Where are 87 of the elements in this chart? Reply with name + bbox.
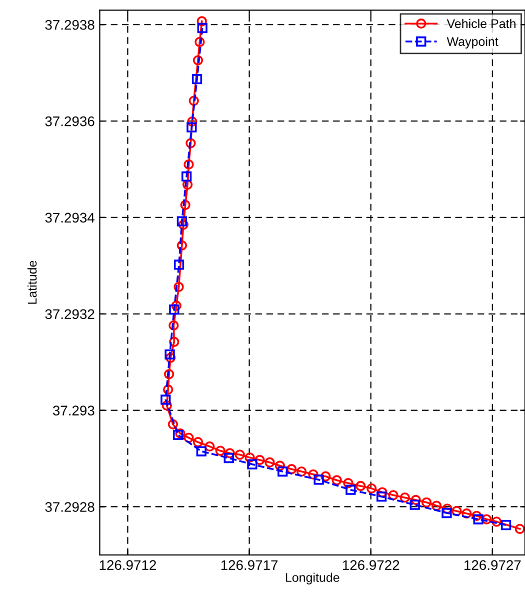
point (163, 384, 174, 395)
point (346, 484, 356, 495)
point (244, 452, 255, 463)
point (314, 474, 324, 485)
point (160, 394, 171, 405)
x-tick-label: 126.9717 (221, 560, 278, 570)
point (274, 460, 285, 471)
point (187, 116, 198, 127)
point (431, 500, 442, 511)
point (174, 260, 184, 270)
point (194, 36, 205, 48)
point (482, 514, 492, 524)
legend-label: Waypoint (446, 36, 498, 48)
x-tick-label: 126.9727 (464, 560, 521, 570)
point (442, 504, 452, 514)
point (376, 492, 387, 502)
point (168, 419, 178, 430)
point (197, 22, 208, 34)
point (442, 508, 452, 518)
y-tick-label: 37.2928 (45, 502, 94, 512)
point (188, 96, 199, 106)
point (168, 320, 179, 331)
point (343, 478, 354, 488)
point (165, 352, 176, 363)
point (514, 524, 525, 534)
point (174, 282, 184, 292)
point (410, 494, 421, 506)
point (182, 180, 193, 190)
point (332, 475, 342, 486)
point (169, 304, 180, 315)
point (320, 471, 331, 482)
point (421, 497, 432, 508)
point (162, 400, 172, 411)
point (164, 369, 174, 380)
y-tick-label: 37.2938 (45, 20, 94, 30)
point (196, 16, 207, 26)
point (192, 74, 202, 84)
point (500, 520, 512, 530)
point (388, 490, 398, 500)
point (286, 464, 297, 474)
legend-label: Vehicle Path (446, 18, 516, 28)
point (278, 466, 288, 477)
x-axis-title: Longitude (286, 572, 340, 584)
point (172, 430, 184, 440)
y-axis-title: Latitude (27, 260, 37, 304)
point (178, 220, 188, 230)
point (472, 510, 482, 521)
point (356, 480, 366, 492)
point (164, 349, 175, 360)
point (462, 508, 472, 519)
point (181, 171, 192, 182)
point (215, 446, 226, 456)
point (400, 492, 410, 503)
point (224, 448, 235, 458)
point (186, 138, 196, 148)
x-tick-label: 126.9722 (342, 560, 400, 570)
point (180, 200, 190, 210)
point (171, 300, 182, 311)
point (234, 450, 245, 460)
point (169, 336, 180, 347)
point (224, 452, 234, 464)
point (366, 483, 377, 494)
point (254, 454, 265, 466)
point (473, 514, 484, 524)
y-tick-label: 37.2934 (45, 212, 94, 223)
point (176, 240, 187, 251)
point (377, 487, 388, 498)
y-tick-label: 37.2932 (45, 309, 94, 320)
point (204, 441, 215, 452)
point (491, 516, 502, 527)
point (192, 437, 204, 448)
point (192, 55, 204, 66)
point (175, 428, 186, 439)
point (184, 159, 194, 170)
y-tick-label: 37.293 (52, 406, 94, 416)
point (410, 500, 420, 510)
point (196, 446, 206, 456)
point (308, 469, 318, 480)
point (296, 466, 307, 477)
point (247, 459, 258, 470)
point (452, 506, 462, 516)
x-tick-label: 126.9712 (100, 560, 156, 570)
point (264, 457, 275, 468)
y-tick-label: 37.2936 (45, 116, 94, 126)
point (186, 122, 197, 132)
point (184, 432, 194, 443)
point (176, 216, 187, 226)
